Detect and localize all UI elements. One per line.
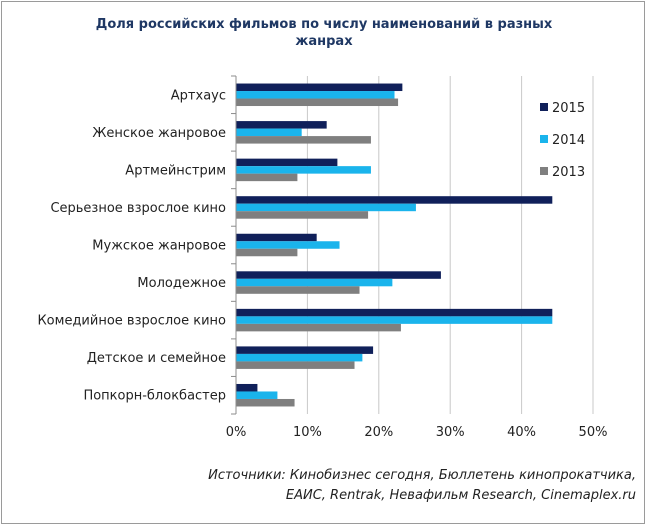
- bar-2015-1: [236, 121, 327, 129]
- bar-2015-7: [236, 346, 374, 354]
- x-tick-label-3: 30%: [436, 425, 465, 440]
- bar-2013-4: [236, 248, 298, 257]
- bar-2013-2: [236, 173, 298, 182]
- category-label-8: Попкорн-блокбастер: [83, 389, 226, 404]
- category-label-4: Мужское жанровое: [92, 239, 226, 254]
- source-line-1: Источники: Кинобизнес сегодня, Бюллетень…: [208, 468, 636, 483]
- bar-2013-8: [236, 398, 295, 407]
- legend-swatch-2013: [540, 167, 548, 175]
- category-label-6: Комедийное взрослое кино: [37, 314, 226, 329]
- bar-2015-4: [236, 233, 317, 242]
- bar-2014-8: [236, 391, 278, 399]
- bar-2013-3: [236, 211, 369, 219]
- x-tick-label-1: 10%: [293, 425, 322, 440]
- category-label-5: Молодежное: [137, 276, 226, 291]
- legend-label-2013: 2013: [552, 165, 585, 180]
- category-label-1: Женское жанровое: [92, 126, 226, 141]
- bar-2014-2: [236, 166, 371, 174]
- bar-2014-1: [236, 128, 302, 137]
- bar-2014-5: [236, 278, 393, 287]
- bar-2015-2: [236, 158, 338, 167]
- bar-2014-3: [236, 203, 416, 212]
- x-tick-label-0: 0%: [226, 425, 247, 440]
- bar-2014-6: [236, 316, 553, 324]
- bar-2013-0: [236, 98, 399, 107]
- legend-swatch-2015: [540, 103, 548, 111]
- category-label-2: Артмейнстрим: [125, 163, 226, 178]
- bar-2015-3: [236, 196, 553, 204]
- source-note: Источники: Кинобизнес сегодня, Бюллетень…: [208, 466, 636, 506]
- bar-2015-5: [236, 271, 441, 279]
- category-label-0: Артхаус: [171, 88, 226, 103]
- x-tick-label-5: 50%: [579, 425, 608, 440]
- bar-2014-7: [236, 353, 363, 362]
- chart-title-line-1: Доля российских фильмов по числу наимено…: [95, 17, 553, 32]
- legend-label-2015: 2015: [552, 101, 585, 116]
- bar-2013-5: [236, 286, 360, 294]
- bar-2013-1: [236, 136, 371, 144]
- legend-swatch-2014: [540, 135, 548, 143]
- bar-2013-6: [236, 323, 401, 332]
- legend-label-2014: 2014: [552, 133, 585, 148]
- bar-2015-8: [236, 383, 258, 392]
- source-line-2: ЕАИС, Rentrak, Невафильм Research, Cinem…: [285, 488, 636, 503]
- category-label-7: Детское и семейное: [87, 351, 226, 366]
- x-tick-label-2: 20%: [364, 425, 393, 440]
- chart-title-line-2: жанрах: [295, 34, 353, 49]
- x-tick-label-4: 40%: [507, 425, 536, 440]
- bar-2014-0: [236, 91, 395, 99]
- chart-title: Доля российских фильмов по числу наимено…: [0, 16, 648, 50]
- bar-2015-6: [236, 308, 553, 317]
- bar-2013-7: [236, 361, 355, 369]
- category-label-3: Серьезное взрослое кино: [50, 201, 226, 216]
- bar-2014-4: [236, 241, 340, 249]
- bar-2015-0: [236, 83, 403, 92]
